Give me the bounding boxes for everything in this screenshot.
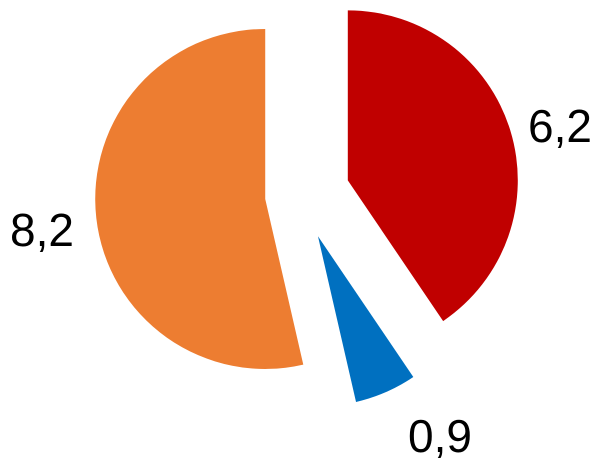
pie-slice-2: [95, 28, 304, 369]
data-label-2: 8,2: [10, 204, 74, 256]
pie-slices: [95, 10, 518, 402]
pie-slice-1: [317, 236, 414, 402]
pie-data-labels: 6,2 0,9 8,2: [10, 100, 592, 461]
pie-slice-0: [347, 10, 518, 322]
data-label-0: 6,2: [528, 100, 592, 152]
data-label-1: 0,9: [408, 410, 472, 461]
